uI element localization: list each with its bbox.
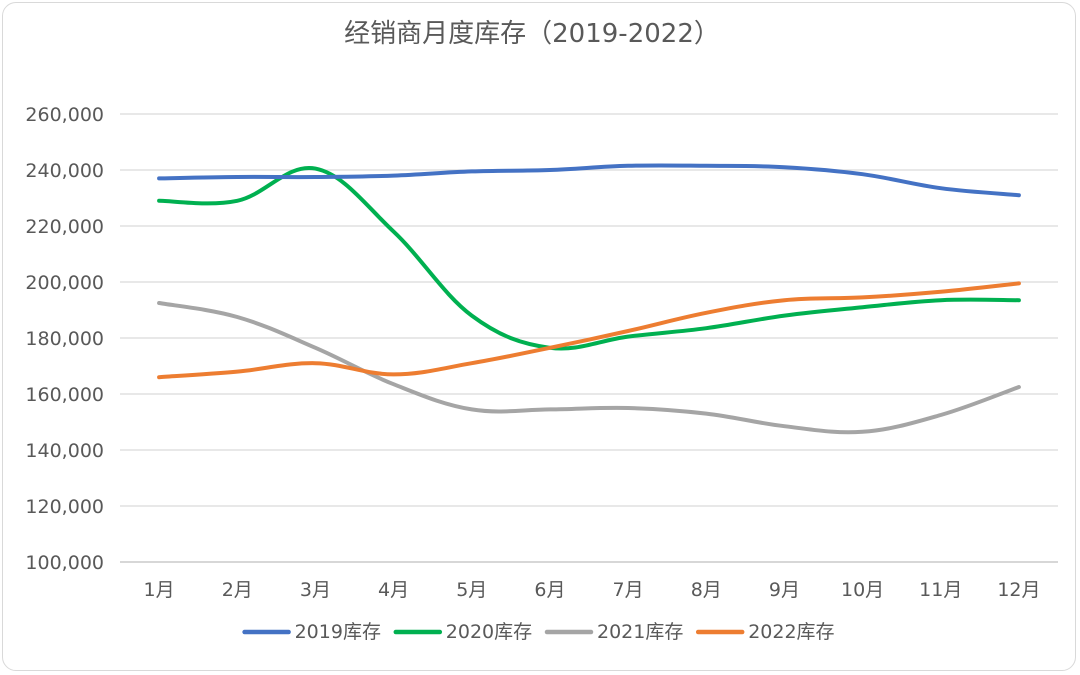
x-tick-label: 3月 <box>300 579 331 601</box>
x-tick-label: 9月 <box>769 579 800 601</box>
y-tick-label: 120,000 <box>25 496 104 518</box>
y-tick-label: 180,000 <box>25 328 104 350</box>
series-line-1 <box>157 163 1021 198</box>
legend-item: 2020库存 <box>393 621 532 643</box>
series-line-3 <box>157 301 1021 435</box>
x-tick-label: 2月 <box>222 579 253 601</box>
gridlines <box>120 113 1058 563</box>
legend-label: 2022库存 <box>748 621 834 643</box>
series-line-4 <box>157 281 1021 380</box>
x-tick-label: 4月 <box>378 579 409 601</box>
legend-item: 2019库存 <box>242 621 381 643</box>
legend-label: 2021库存 <box>597 621 683 643</box>
x-tick-label: 6月 <box>534 579 565 601</box>
legend: 2019库存 2020库存 2021库存 2022库存 <box>242 621 835 643</box>
legend-item: 2021库存 <box>544 621 683 643</box>
x-tick-label: 5月 <box>456 579 487 601</box>
legend-label: 2019库存 <box>295 621 381 643</box>
x-tick-label: 11月 <box>919 579 962 601</box>
y-tick-label: 260,000 <box>25 104 104 126</box>
x-tick-label: 7月 <box>613 579 644 601</box>
y-tick-label: 220,000 <box>25 216 104 238</box>
y-axis-labels: 100,000 120,000 140,000 160,000 180,000 200,0… <box>25 104 104 574</box>
series-lines <box>157 163 1021 435</box>
y-tick-label: 140,000 <box>25 440 104 462</box>
x-tick-label: 10月 <box>841 579 884 601</box>
x-axis-labels: 1月 2月 3月 4月 5月 6月 7月 8月 9月 10月 11月 12月 <box>144 579 1041 601</box>
series-line-2 <box>157 166 1021 351</box>
x-tick-label: 8月 <box>691 579 722 601</box>
y-tick-label: 200,000 <box>25 272 104 294</box>
legend-item: 2022库存 <box>695 621 835 643</box>
x-tick-label: 1月 <box>144 579 175 601</box>
y-tick-label: 160,000 <box>25 384 104 406</box>
legend-label: 2020库存 <box>446 621 532 643</box>
y-tick-label: 240,000 <box>25 160 104 182</box>
x-tick-label: 12月 <box>997 579 1040 601</box>
chart-title: 经销商月度库存（2019-2022） <box>344 19 720 49</box>
y-tick-label: 100,000 <box>25 552 104 574</box>
